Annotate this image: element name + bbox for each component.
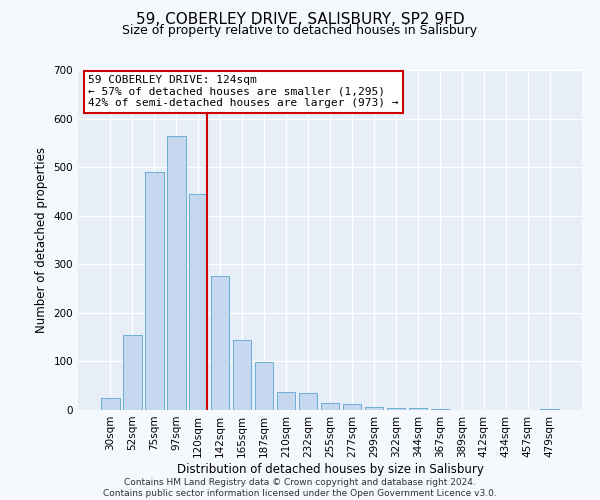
Bar [211,276,229,410]
Bar [123,334,142,410]
Text: 59 COBERLEY DRIVE: 124sqm
← 57% of detached houses are smaller (1,295)
42% of se: 59 COBERLEY DRIVE: 124sqm ← 57% of detac… [88,75,398,108]
Y-axis label: Number of detached properties: Number of detached properties [35,147,48,333]
Bar [189,194,208,410]
Bar [299,393,317,410]
Bar [431,409,449,410]
Bar [541,408,559,410]
Bar [167,136,185,410]
Text: Size of property relative to detached houses in Salisbury: Size of property relative to detached ho… [122,24,478,37]
Bar [255,362,274,410]
Bar [320,402,340,410]
Bar [343,404,361,410]
X-axis label: Distribution of detached houses by size in Salisbury: Distribution of detached houses by size … [176,462,484,475]
Bar [145,172,164,410]
Bar [233,340,251,410]
Text: 59, COBERLEY DRIVE, SALISBURY, SP2 9FD: 59, COBERLEY DRIVE, SALISBURY, SP2 9FD [136,12,464,28]
Bar [277,392,295,410]
Bar [365,406,383,410]
Bar [409,408,427,410]
Bar [386,408,405,410]
Bar [101,398,119,410]
Text: Contains HM Land Registry data © Crown copyright and database right 2024.
Contai: Contains HM Land Registry data © Crown c… [103,478,497,498]
